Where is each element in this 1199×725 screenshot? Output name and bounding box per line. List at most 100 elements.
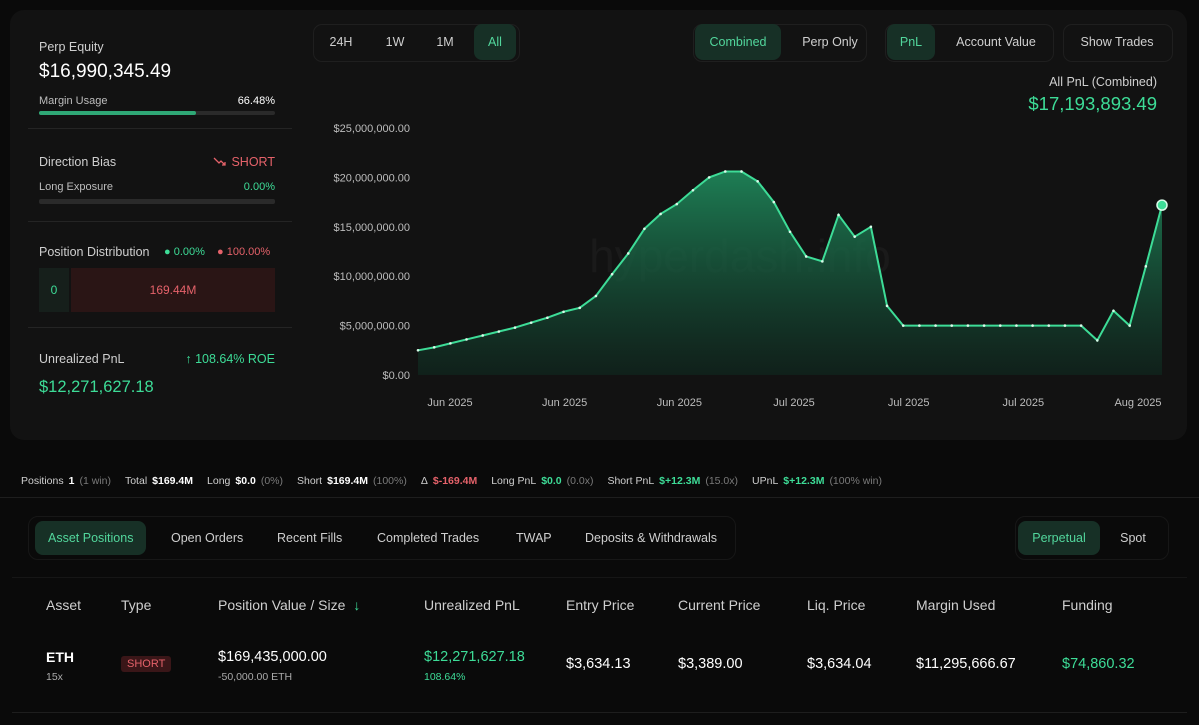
market-tab[interactable]: Spot xyxy=(1120,531,1146,545)
value: 66.48% xyxy=(237,95,275,107)
point xyxy=(918,324,921,327)
tab[interactable]: Deposits & Withdrawals xyxy=(585,531,717,545)
stat-label: Short xyxy=(297,475,323,487)
chart-subtitle: $17,193,893.49 xyxy=(1028,93,1157,114)
point xyxy=(562,310,565,314)
stat: Total $169.4M xyxy=(125,462,193,500)
area xyxy=(418,171,1162,375)
range-btn[interactable]: 24H xyxy=(329,35,353,49)
point xyxy=(432,346,436,349)
point xyxy=(691,188,695,192)
label: Margin Usage xyxy=(39,95,108,107)
stat-note: (15.0x) xyxy=(705,475,739,487)
point xyxy=(950,324,954,327)
stat-label: Positions xyxy=(21,475,64,487)
point xyxy=(901,324,905,327)
x-tick-label: Jun 2025 xyxy=(542,397,587,409)
stat-note: (0%) xyxy=(260,475,283,487)
cell: -50,000.00 ETH xyxy=(218,671,293,683)
tab[interactable]: Completed Trades xyxy=(377,531,480,545)
divider xyxy=(28,221,292,222)
range-group xyxy=(313,24,520,62)
tab-group xyxy=(1015,516,1169,560)
divider xyxy=(0,497,1199,498)
stats-bar: Positions 1 (1 win) Total $169.4M Long $0.0 (0%… xyxy=(0,462,1199,500)
stat-label: Long PnL xyxy=(491,475,537,487)
mode-btn[interactable]: Combined xyxy=(695,24,781,60)
stat: Short $169.4M (100%) xyxy=(297,462,407,500)
point xyxy=(1144,265,1148,268)
market-tab[interactable]: Perpetual xyxy=(1018,521,1100,555)
value: 0.00% xyxy=(243,181,275,193)
metric-btn[interactable]: PnL xyxy=(887,24,935,60)
tab[interactable]: Asset Positions xyxy=(35,521,147,555)
point xyxy=(821,260,824,263)
label: Position Distribution xyxy=(39,245,150,259)
bar-track xyxy=(39,111,275,115)
column-header: Asset xyxy=(46,597,82,613)
x-tick-label: Aug 2025 xyxy=(1114,397,1161,409)
stat-note: (100%) xyxy=(372,475,407,487)
point xyxy=(998,324,1002,327)
point xyxy=(1156,199,1168,211)
stat-note: (100% win) xyxy=(829,475,882,487)
point xyxy=(1079,324,1083,327)
point xyxy=(1063,324,1067,327)
column-header: Current Price xyxy=(678,597,761,613)
y-tick-label: $25,000,000.00 xyxy=(334,123,410,135)
point xyxy=(675,202,679,206)
range-btn[interactable]: All xyxy=(474,24,516,60)
label: Direction Bias xyxy=(39,155,117,169)
stat-value: $0.0 xyxy=(541,475,562,487)
stat-label: Δ xyxy=(420,475,428,487)
cell: 15x xyxy=(46,671,63,683)
divider xyxy=(28,327,292,328)
cell: $3,634.04 xyxy=(807,656,872,672)
range-btn[interactable]: 1M xyxy=(436,35,454,49)
label: Long Exposure xyxy=(39,181,113,193)
point xyxy=(1128,324,1131,327)
point xyxy=(756,180,759,183)
label: Perp Equity xyxy=(39,40,104,54)
stat: Positions 1 (1 win) xyxy=(21,462,111,500)
stat: Short PnL $+12.3M (15.0x) xyxy=(607,462,738,500)
range-btn[interactable]: 1W xyxy=(385,35,405,49)
stat: Long $0.0 (0%) xyxy=(207,462,283,500)
point xyxy=(594,294,598,298)
mode-btn[interactable]: Perp Only xyxy=(802,35,858,49)
y-tick-label: $5,000,000.00 xyxy=(340,321,410,333)
stat: Δ $-169.4M xyxy=(421,462,477,500)
metric-btn[interactable]: Account Value xyxy=(956,35,1036,49)
cell: $12,271,627.18 xyxy=(424,649,525,665)
label: Unrealized PnL xyxy=(39,352,125,366)
value: 100.00% xyxy=(226,246,271,258)
tab[interactable]: Recent Fills xyxy=(277,531,343,545)
stat-label: Short PnL xyxy=(607,475,655,487)
y-tick-label: $10,000,000.00 xyxy=(334,271,410,283)
y-tick-label: $0.00 xyxy=(382,370,410,382)
upnl: $12,271,627.18 xyxy=(39,378,154,396)
tab[interactable]: TWAP xyxy=(516,531,552,545)
bar-track xyxy=(39,199,275,204)
point xyxy=(724,170,727,173)
x-tick-label: Jul 2025 xyxy=(773,397,815,409)
stat-label: UPnL xyxy=(752,475,779,487)
tab[interactable]: Open Orders xyxy=(171,531,244,545)
show-trades[interactable]: Show Trades xyxy=(1080,35,1154,49)
stat-label: Total xyxy=(124,475,148,487)
point xyxy=(481,334,484,337)
divider xyxy=(12,712,1187,713)
stat-value: $169.4M xyxy=(152,475,194,487)
column-header: Type xyxy=(121,597,152,613)
point xyxy=(529,321,533,324)
point xyxy=(772,200,776,204)
roe: ↑ 108.64% ROE xyxy=(185,352,275,366)
point xyxy=(853,235,856,238)
point xyxy=(869,225,873,229)
sort-icon: ↓ xyxy=(353,597,361,613)
column-header: Entry Price xyxy=(566,597,635,613)
stat-note: (0.0x) xyxy=(566,475,594,487)
stat: UPnL $+12.3M (100% win) xyxy=(752,462,882,500)
column-header: Margin Used xyxy=(916,597,996,613)
